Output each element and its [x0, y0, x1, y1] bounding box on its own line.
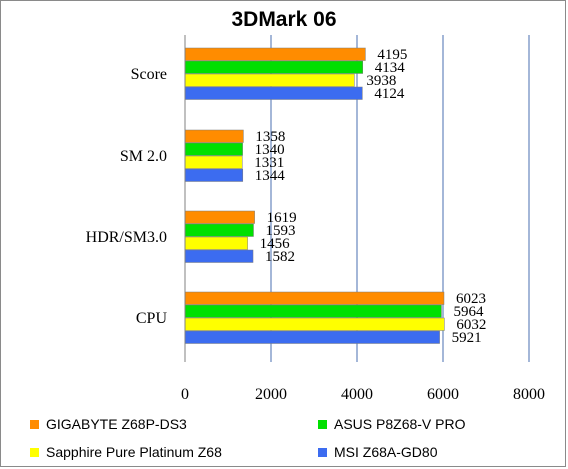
- legend-label-3: MSI Z68A-GD80: [334, 444, 438, 460]
- bar-1-0: [184, 129, 244, 143]
- legend-item-1: ASUS P8Z68-V PRO: [318, 416, 466, 432]
- legend-label-1: ASUS P8Z68-V PRO: [334, 416, 466, 432]
- legend-item-2: Sapphire Pure Platinum Z68: [30, 444, 222, 460]
- value-label-1-3: 1344: [255, 168, 285, 184]
- bar-3-2: [184, 317, 445, 331]
- value-label-2-3: 1582: [265, 249, 295, 265]
- value-label-0-0: 4195: [377, 47, 407, 63]
- value-label-3-1: 5964: [453, 304, 484, 320]
- category-label-0: Score: [131, 66, 167, 83]
- bar-3-1: [184, 304, 442, 318]
- legend-item-0: GIGABYTE Z68P-DS3: [30, 416, 187, 432]
- legend-swatch-2: [30, 447, 39, 457]
- bar-2-3: [184, 249, 254, 263]
- x-tick-label-2: 4000: [341, 386, 373, 403]
- bar-0-3: [184, 86, 363, 100]
- value-label-3-2: 6032: [456, 317, 486, 333]
- bar-2-0: [184, 210, 255, 224]
- bar-2-1: [184, 223, 254, 237]
- category-label-3: CPU: [136, 310, 168, 327]
- value-label-1-0: 1358: [255, 129, 285, 145]
- value-label-3-3: 5921: [452, 330, 482, 346]
- x-tick-label-3: 6000: [427, 386, 459, 403]
- category-label-2: HDR/SM3.0: [86, 229, 167, 246]
- bar-0-0: [184, 47, 366, 61]
- bar-3-0: [184, 291, 445, 305]
- value-label-2-1: 1593: [265, 223, 295, 239]
- legend-label-2: Sapphire Pure Platinum Z68: [46, 444, 222, 460]
- chart-legend: GIGABYTE Z68P-DS3 ASUS P8Z68-V PRO Sapphir…: [0, 408, 568, 466]
- bar-0-1: [184, 60, 364, 74]
- value-label-0-3: 4124: [374, 86, 405, 102]
- bar-1-2: [184, 155, 243, 169]
- legend-swatch-3: [318, 447, 327, 457]
- value-label-1-1: 1340: [255, 142, 285, 158]
- value-label-0-2: 3938: [366, 73, 396, 89]
- bar-0-2: [184, 73, 355, 87]
- value-label-2-2: 1456: [260, 236, 291, 252]
- x-tick-label-0: 0: [181, 386, 189, 403]
- legend-swatch-0: [30, 419, 39, 429]
- category-label-1: SM 2.0: [120, 148, 167, 165]
- value-label-0-1: 4134: [375, 60, 406, 76]
- bar-2-2: [184, 236, 248, 250]
- legend-label-0: GIGABYTE Z68P-DS3: [46, 416, 187, 432]
- value-label-2-0: 1619: [267, 210, 297, 226]
- legend-swatch-1: [318, 419, 327, 429]
- value-label-3-0: 6023: [456, 291, 486, 307]
- x-tick-label-4: 8000: [513, 386, 545, 403]
- bar-1-1: [184, 142, 243, 156]
- value-label-1-2: 1331: [254, 155, 284, 171]
- chart-title: 3DMark 06: [231, 8, 337, 31]
- bar-1-3: [184, 168, 244, 182]
- bar-3-3: [184, 330, 440, 344]
- legend-item-3: MSI Z68A-GD80: [318, 444, 437, 460]
- x-tick-label-1: 2000: [255, 386, 287, 403]
